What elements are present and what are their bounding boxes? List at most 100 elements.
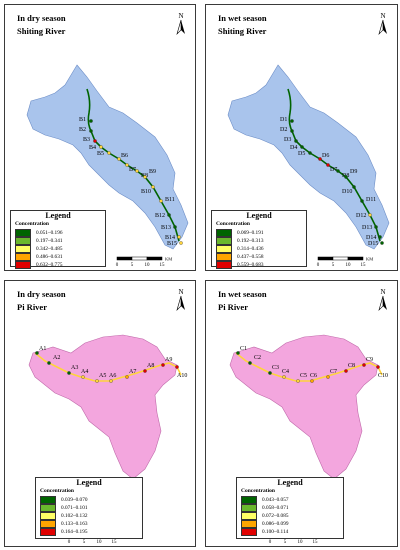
scale-tick-label: 10	[97, 540, 103, 545]
legend-title: Legend	[76, 478, 102, 487]
site-marker	[135, 169, 139, 173]
legend-row: 0.051–0.196	[15, 229, 105, 237]
legend-swatch	[15, 229, 31, 237]
site-label: A3	[71, 365, 78, 371]
site-marker	[318, 157, 322, 161]
legend-row: 0.559–0.683	[216, 261, 306, 269]
legend-row: 0.437–0.558	[216, 253, 306, 261]
site-marker	[290, 119, 294, 123]
legend-swatch	[40, 512, 56, 520]
site-label: D15	[368, 241, 378, 247]
site-marker	[93, 139, 97, 143]
site-marker	[177, 235, 181, 239]
legend-swatch	[40, 528, 56, 536]
site-marker	[268, 371, 272, 375]
shiting-river-upper	[287, 88, 293, 132]
legend-range-label: 0.164–0.195	[61, 529, 88, 535]
site-marker	[290, 129, 294, 133]
scale-tick-label: 5	[284, 540, 287, 545]
scale-tick-label: 5	[83, 540, 86, 545]
legend-row: 0.086–0.099	[241, 520, 343, 528]
site-marker	[378, 235, 382, 239]
legend-row: 0.197–0.341	[15, 237, 105, 245]
site-label: C9	[366, 357, 373, 363]
site-label: B5	[97, 151, 104, 157]
site-label: B7	[129, 167, 136, 173]
legend-swatch	[241, 520, 257, 528]
site-label: D7	[330, 167, 337, 173]
map-panel-shiting-wet: In wet season Shiting River N D1 D2 D3 D4 D5…	[205, 4, 398, 271]
scale-tick-label: 10	[145, 263, 151, 268]
site-marker	[151, 185, 155, 189]
legend-subtitle: Concentration	[216, 221, 250, 227]
panel-season-title: In dry season	[17, 13, 66, 23]
site-label: D12	[356, 213, 366, 219]
legend-range-label: 0.314–0.436	[237, 246, 264, 252]
legend-row: 0.071–0.101	[40, 504, 142, 512]
site-label: B13	[161, 225, 171, 231]
site-marker	[143, 369, 147, 373]
site-label: A6	[109, 373, 116, 379]
legend-range-label: 0.102–0.132	[61, 513, 88, 519]
shiting-map-svg: D1D2D3D4D5D6D7D8D9D10D11D12D13D14D15	[227, 64, 390, 250]
site-label: B4	[89, 145, 96, 151]
site-label: B10	[141, 189, 151, 195]
site-label: C5	[300, 373, 307, 379]
panel-season-title: In wet season	[218, 289, 267, 299]
site-label: B11	[165, 197, 175, 203]
legend-range-label: 0.437–0.558	[237, 254, 264, 260]
pi-basin	[229, 334, 379, 480]
site-marker	[89, 119, 93, 123]
scale-tick-label: 0	[68, 540, 71, 545]
site-label: B9	[149, 169, 156, 175]
panel-season-title: In wet season	[218, 13, 267, 23]
map-panel-pi-wet: In wet season Pi River N C1 C2 C3 C4 C5 C6 C7 C…	[205, 280, 398, 547]
site-marker	[81, 375, 85, 379]
site-marker	[107, 151, 111, 155]
legend-range-label: 0.632–0.775	[36, 262, 63, 268]
legend-swatch	[15, 237, 31, 245]
site-label: B14	[165, 235, 175, 241]
site-marker	[109, 379, 113, 383]
site-marker	[374, 225, 378, 229]
legend-swatch	[241, 504, 257, 512]
site-marker	[89, 129, 93, 133]
site-marker	[175, 365, 179, 369]
site-label: C3	[272, 365, 279, 371]
legend-range-label: 0.100–0.114	[262, 529, 289, 535]
legend-range-label: 0.071–0.101	[61, 505, 88, 511]
site-marker	[360, 199, 364, 203]
site-marker	[352, 185, 356, 189]
site-label: A4	[81, 369, 88, 375]
site-markers-dry: B1B2B3B4B5B6B7B8B9B10B11B12B13B14B15	[79, 117, 183, 247]
site-marker	[308, 151, 312, 155]
site-marker	[344, 175, 348, 179]
scale-tick-label: 10	[298, 540, 304, 545]
site-label: B2	[79, 127, 86, 133]
legend-swatch	[15, 253, 31, 261]
scale-unit-label: KM	[165, 257, 172, 262]
site-marker	[95, 379, 99, 383]
shiting-basin	[227, 64, 390, 250]
site-marker	[179, 241, 183, 245]
scale-tick-label: 0	[317, 263, 320, 268]
legend-row: 0.043–0.057	[241, 496, 343, 504]
legend-range-label: 0.486–0.631	[36, 254, 63, 260]
site-marker	[326, 163, 330, 167]
site-marker	[159, 199, 163, 203]
legend-swatch	[15, 261, 31, 269]
legend-swatch	[216, 253, 232, 261]
site-label: D9	[350, 169, 357, 175]
legend-row: 0.486–0.631	[15, 253, 105, 261]
site-marker	[173, 225, 177, 229]
shiting-river-upper	[86, 88, 92, 132]
legend-subtitle: Concentration	[40, 488, 74, 494]
site-label: D1	[280, 117, 287, 123]
legend-swatch	[15, 245, 31, 253]
legend-row: 0.133–0.163	[40, 520, 142, 528]
legend-title: Legend	[246, 211, 272, 220]
site-label: C6	[310, 373, 317, 379]
legend-swatch	[241, 512, 257, 520]
